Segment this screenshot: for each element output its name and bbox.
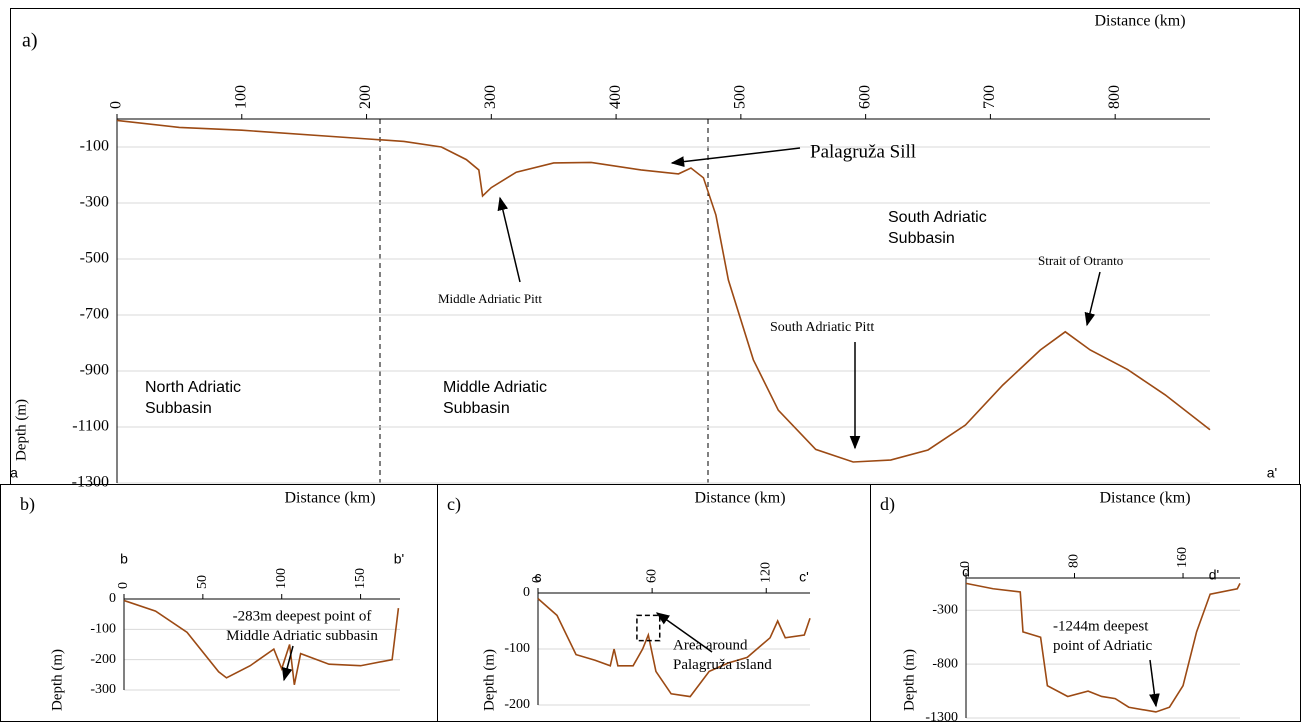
y-tick-label: -100 <box>90 622 116 637</box>
y-tick-label: -1100 <box>72 418 109 435</box>
annotation: Middle Adriatic Pitt <box>438 291 542 306</box>
x-tick-label: 120 <box>758 562 773 583</box>
y-tick-label: -900 <box>80 362 109 379</box>
annotation: North Adriatic <box>145 379 241 396</box>
y-tick-label: -800 <box>932 656 958 671</box>
highlight-box <box>636 614 661 642</box>
x-tick-label: 400 <box>607 85 624 109</box>
x-axis-label: Distance (km) <box>284 490 375 507</box>
y-tick-label: 0 <box>109 591 116 606</box>
depth-profile <box>123 599 400 686</box>
y-tick-label: -500 <box>80 250 109 267</box>
y-tick-label: -300 <box>932 603 958 618</box>
annotation-arrow <box>497 196 521 283</box>
annotation-arrow <box>1084 271 1101 327</box>
y-axis-label: Depth (m) <box>901 649 917 711</box>
annotation: Palagruža Sill <box>810 141 916 162</box>
annotation: point of Adriatic <box>1053 638 1152 654</box>
annotation: Palagruža island <box>673 657 772 673</box>
x-axis-label: Distance (km) <box>1094 13 1185 30</box>
x-tick-label: 800 <box>1106 85 1123 109</box>
x-tick-label: 200 <box>357 85 374 109</box>
y-tick-label: -700 <box>80 306 109 323</box>
profile-end-label: d <box>962 564 970 580</box>
x-tick-label: 600 <box>856 85 873 109</box>
profile-end-label: c <box>535 569 542 585</box>
panel-border <box>437 484 871 722</box>
x-tick-label: 80 <box>1067 554 1082 568</box>
y-tick-label: -1300 <box>72 474 109 491</box>
x-tick-label: 0 <box>958 561 973 568</box>
x-tick-label: 300 <box>482 85 499 109</box>
profile-end-label: c' <box>799 569 809 585</box>
annotation: Subbasin <box>443 400 510 417</box>
x-tick-label: 700 <box>981 85 998 109</box>
x-tick-label: 100 <box>274 568 289 589</box>
panel-border <box>0 484 438 722</box>
x-axis-label: Distance (km) <box>1099 490 1190 507</box>
panel-label: b) <box>20 494 35 515</box>
x-axis-label: Distance (km) <box>694 490 785 507</box>
profile-end-label: b <box>120 551 128 567</box>
profile-end-label: a' <box>1267 465 1277 481</box>
y-tick-label: -100 <box>80 138 109 155</box>
annotation-arrow <box>1149 659 1160 708</box>
y-tick-label: -200 <box>504 697 530 712</box>
x-tick-label: 150 <box>353 568 368 589</box>
x-tick-label: 0 <box>108 101 125 109</box>
x-tick-label: 50 <box>195 575 210 589</box>
annotation: -283m deepest point of <box>233 608 372 624</box>
annotation: Middle Adriatic <box>443 379 547 396</box>
annotation: South Adriatic <box>888 209 987 226</box>
panel-label: a) <box>22 30 38 52</box>
x-tick-label: 60 <box>644 569 659 583</box>
y-axis-label: Depth (m) <box>13 399 29 461</box>
x-tick-label: 160 <box>1175 547 1190 568</box>
y-tick-label: -300 <box>80 194 109 211</box>
annotation: South Adriatic Pitt <box>770 320 874 335</box>
x-tick-label: 100 <box>232 85 249 109</box>
y-tick-label: 0 <box>523 585 530 600</box>
depth-profile <box>537 598 811 698</box>
annotation: Strait of Otranto <box>1038 253 1123 268</box>
y-tick-label: -100 <box>504 641 530 656</box>
y-tick-label: -200 <box>90 652 116 667</box>
annotation: Subbasin <box>145 400 212 417</box>
x-tick-label: 500 <box>732 85 749 109</box>
profile-end-label: b' <box>394 551 404 567</box>
annotation: Middle Adriatic subbasin <box>226 628 378 644</box>
annotation: -1244m deepest <box>1053 618 1149 634</box>
profile-end-label: a <box>10 465 18 481</box>
y-tick-label: -300 <box>90 682 116 697</box>
y-tick-label: -1300 <box>925 710 958 722</box>
panel-label: c) <box>447 494 461 515</box>
y-axis-label: Depth (m) <box>481 649 497 711</box>
y-axis-label: Depth (m) <box>49 649 65 711</box>
annotation: Subbasin <box>888 230 955 247</box>
panel-label: d) <box>880 494 895 515</box>
depth-profile <box>965 582 1241 713</box>
profile-end-label: d' <box>1209 567 1219 583</box>
x-tick-label: 0 <box>116 582 131 589</box>
annotation-arrow <box>281 645 294 682</box>
annotation: Area around <box>673 637 748 653</box>
annotation-arrow <box>655 612 713 653</box>
annotation-arrow <box>670 147 801 167</box>
depth-profile <box>116 119 1211 463</box>
x-tick-label: 0 <box>530 576 545 583</box>
